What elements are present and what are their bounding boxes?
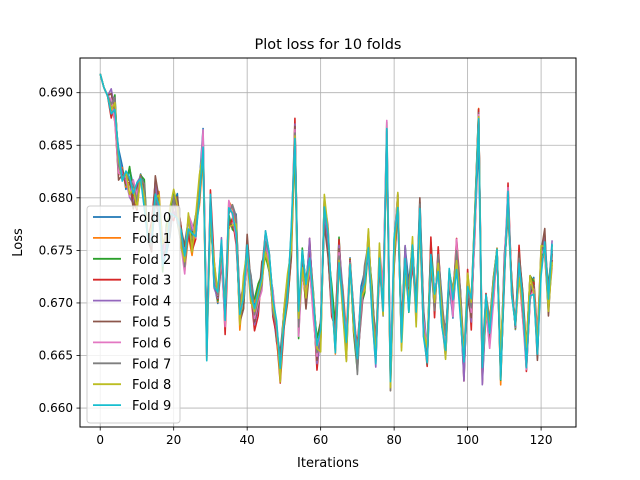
plot-frame xyxy=(79,57,577,428)
x-tick-label: 100 xyxy=(456,433,479,447)
legend-label: Fold 9 xyxy=(132,399,171,414)
x-tick-label: 80 xyxy=(386,433,401,447)
y-tick-label: 0.680 xyxy=(39,191,73,205)
x-tick-label: 0 xyxy=(96,433,104,447)
legend-label: Fold 0 xyxy=(132,211,171,226)
y-tick-label: 0.660 xyxy=(39,401,73,415)
y-axis-label: Loss xyxy=(11,228,26,257)
x-tick-label: 60 xyxy=(313,433,328,447)
legend-box xyxy=(86,205,181,424)
legend: Fold 0 Fold 1 Fold 2 Fold 3 Fold 4 Fold 5 Fold… xyxy=(86,205,181,424)
legend-label: Fold 5 xyxy=(132,316,171,331)
x-tick-label: 120 xyxy=(530,433,553,447)
y-tick-label: 0.685 xyxy=(39,138,73,152)
legend-label: Fold 8 xyxy=(132,378,171,393)
chart-title: Plot loss for 10 folds xyxy=(255,37,402,53)
y-tick-label: 0.670 xyxy=(39,296,73,310)
axis-ticks: 0 20 40 60 80 100 120 0.660 0.665 0.670 0.675 0.680… xyxy=(39,86,553,447)
y-tick-label: 0.675 xyxy=(39,243,73,257)
x-axis-label: Iterations xyxy=(297,456,359,471)
y-tick-label: 0.690 xyxy=(39,86,73,100)
y-tick-label: 0.665 xyxy=(39,349,73,363)
legend-label: Fold 2 xyxy=(132,253,171,268)
x-tick-label: 20 xyxy=(166,433,181,447)
legend-label: Fold 7 xyxy=(132,357,171,372)
legend-label: Fold 6 xyxy=(132,336,171,351)
legend-label: Fold 1 xyxy=(132,232,171,247)
x-tick-label: 40 xyxy=(240,433,255,447)
legend-label: Fold 3 xyxy=(132,274,171,289)
legend-label: Fold 4 xyxy=(132,295,171,310)
